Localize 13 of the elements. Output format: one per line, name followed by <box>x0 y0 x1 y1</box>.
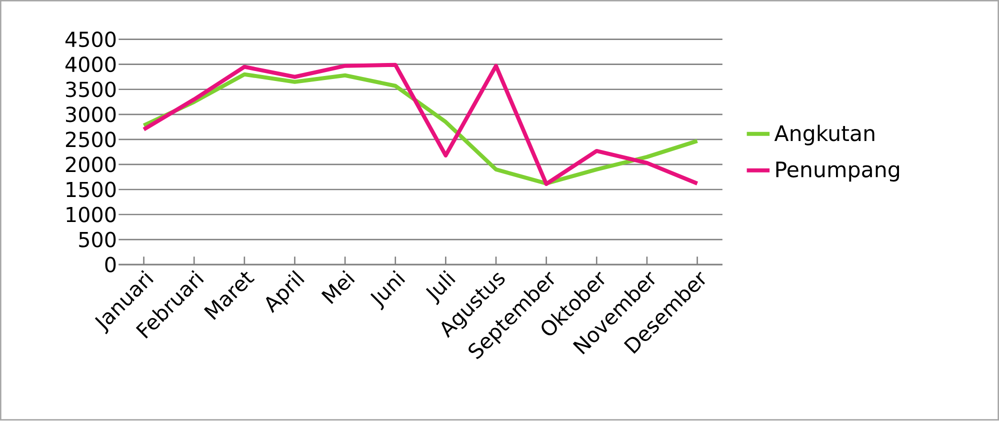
y-tick-label: 3000 <box>66 106 116 122</box>
legend-label: Penumpang <box>776 162 900 182</box>
y-tick-label: 3500 <box>66 82 116 98</box>
y-tick-label: 4000 <box>65 56 116 72</box>
y-tick-label: 1500 <box>66 182 116 198</box>
y-tick-label: 2500 <box>66 132 116 148</box>
y-tick-label: 500 <box>79 232 116 248</box>
legend-label: Angkutan <box>774 124 874 146</box>
x-tick-label: Mei <box>321 270 355 304</box>
y-tick-label: 0 <box>105 257 116 273</box>
y-tick-label: 4500 <box>65 32 116 48</box>
y-tick-label: 2000 <box>66 156 116 173</box>
y-tick-label: 1000 <box>66 206 116 223</box>
